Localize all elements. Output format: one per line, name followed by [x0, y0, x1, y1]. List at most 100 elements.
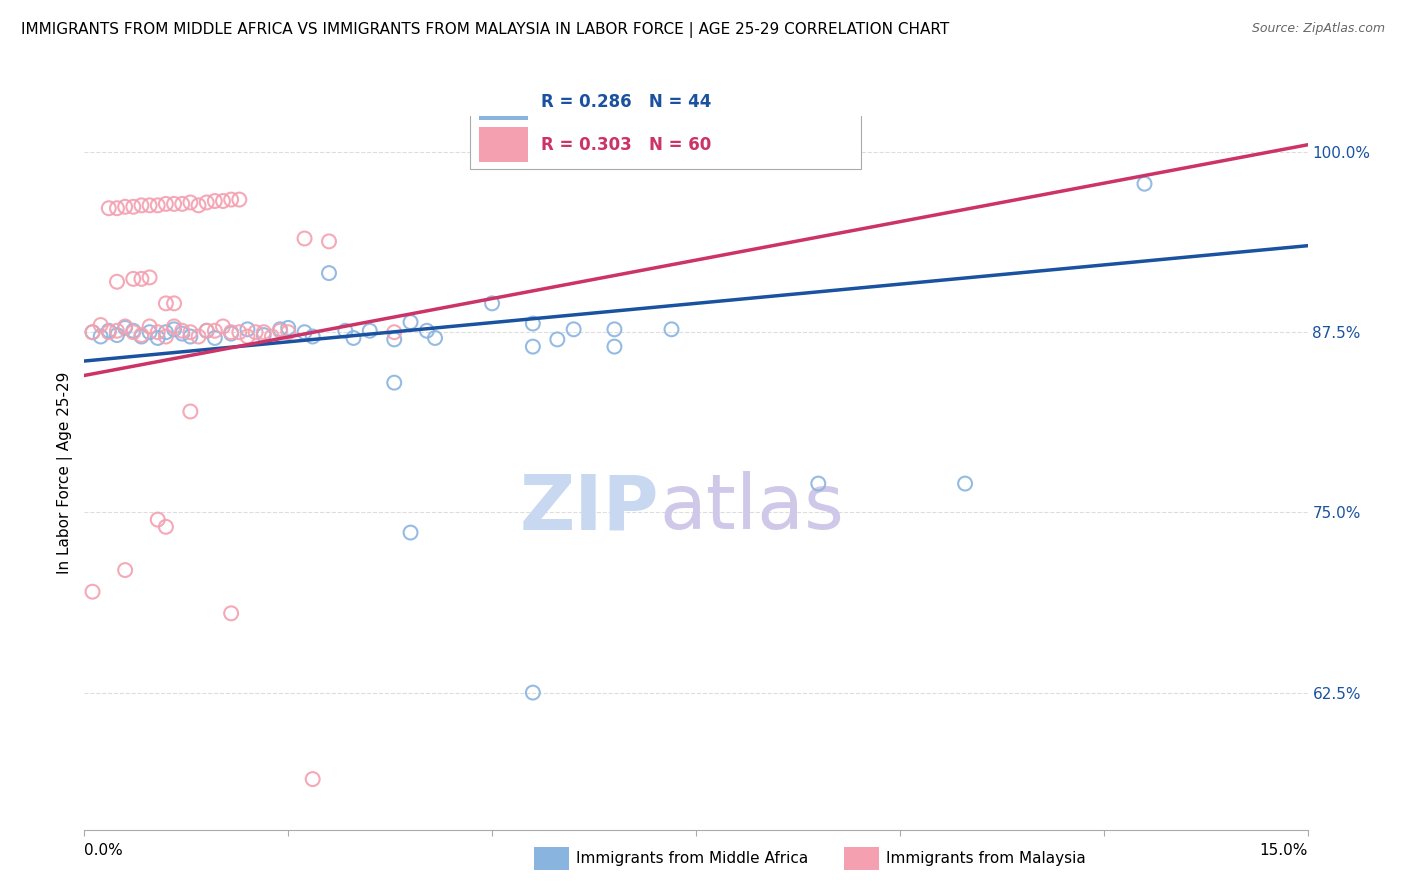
Point	[423, 331, 446, 345]
Point	[155, 296, 177, 310]
Point	[342, 331, 364, 345]
Point	[138, 198, 160, 212]
Point	[204, 194, 226, 208]
Point	[90, 329, 112, 343]
Point	[481, 296, 503, 310]
Point	[359, 324, 381, 338]
Point	[138, 319, 160, 334]
Point	[603, 340, 626, 354]
Point	[172, 326, 194, 341]
Point	[131, 272, 153, 286]
Point	[228, 325, 250, 339]
Point	[522, 340, 544, 354]
Point	[277, 325, 299, 339]
Point	[97, 324, 120, 338]
Point	[82, 584, 104, 599]
Point	[195, 324, 218, 338]
Point	[172, 324, 194, 338]
Point	[522, 317, 544, 331]
Point	[146, 513, 169, 527]
Point	[204, 331, 226, 345]
Point	[807, 476, 830, 491]
Point	[97, 201, 120, 215]
Point	[212, 194, 235, 208]
FancyBboxPatch shape	[470, 77, 860, 169]
FancyBboxPatch shape	[479, 127, 529, 162]
Point	[179, 325, 201, 339]
Point	[179, 404, 201, 418]
Point	[138, 325, 160, 339]
Point	[155, 197, 177, 211]
Point	[179, 329, 201, 343]
Text: 15.0%: 15.0%	[1260, 843, 1308, 858]
Point	[294, 325, 316, 339]
Point	[277, 321, 299, 335]
Point	[522, 685, 544, 699]
Point	[219, 325, 242, 339]
Point	[138, 270, 160, 285]
Point	[122, 325, 145, 339]
Point	[253, 325, 276, 339]
Point	[114, 321, 136, 335]
Point	[122, 200, 145, 214]
Point	[122, 324, 145, 338]
Point	[236, 329, 259, 343]
Point	[219, 193, 242, 207]
Point	[114, 319, 136, 334]
Text: R = 0.286   N = 44: R = 0.286 N = 44	[541, 93, 711, 111]
Point	[187, 329, 209, 343]
Point	[212, 319, 235, 334]
Point	[399, 525, 422, 540]
Point	[131, 198, 153, 212]
Point	[318, 266, 340, 280]
Point	[146, 331, 169, 345]
Point	[294, 231, 316, 245]
Point	[155, 520, 177, 534]
Point	[155, 329, 177, 343]
Point	[163, 296, 186, 310]
Point	[269, 322, 291, 336]
Point	[146, 198, 169, 212]
Point	[97, 325, 120, 339]
Point	[122, 272, 145, 286]
Text: Immigrants from Malaysia: Immigrants from Malaysia	[886, 852, 1085, 866]
Point	[269, 324, 291, 338]
FancyBboxPatch shape	[479, 84, 529, 120]
Text: IMMIGRANTS FROM MIDDLE AFRICA VS IMMIGRANTS FROM MALAYSIA IN LABOR FORCE | AGE 2: IMMIGRANTS FROM MIDDLE AFRICA VS IMMIGRA…	[21, 22, 949, 38]
Point	[562, 322, 585, 336]
Point	[228, 193, 250, 207]
Point	[195, 324, 218, 338]
Point	[318, 235, 340, 249]
Point	[187, 198, 209, 212]
Text: R = 0.303   N = 60: R = 0.303 N = 60	[541, 136, 711, 153]
Text: Source: ZipAtlas.com: Source: ZipAtlas.com	[1251, 22, 1385, 36]
Point	[236, 322, 259, 336]
Point	[301, 772, 323, 786]
Point	[219, 326, 242, 341]
Point	[766, 149, 789, 163]
Point	[335, 324, 357, 338]
Y-axis label: In Labor Force | Age 25-29: In Labor Force | Age 25-29	[58, 372, 73, 574]
Point	[90, 318, 112, 332]
Point	[382, 376, 405, 390]
Point	[114, 200, 136, 214]
Point	[1133, 177, 1156, 191]
Point	[382, 325, 405, 339]
Point	[179, 195, 201, 210]
Point	[416, 324, 439, 338]
Point	[953, 476, 976, 491]
Point	[546, 333, 568, 347]
Text: Immigrants from Middle Africa: Immigrants from Middle Africa	[576, 852, 808, 866]
Point	[382, 333, 405, 347]
Text: ZIP: ZIP	[520, 472, 659, 545]
Point	[155, 325, 177, 339]
Point	[172, 197, 194, 211]
Point	[399, 315, 422, 329]
Point	[163, 197, 186, 211]
Point	[105, 275, 128, 289]
Point	[253, 328, 276, 343]
Point	[245, 325, 267, 339]
Text: atlas: atlas	[659, 472, 844, 545]
Point	[204, 324, 226, 338]
Point	[105, 324, 128, 338]
